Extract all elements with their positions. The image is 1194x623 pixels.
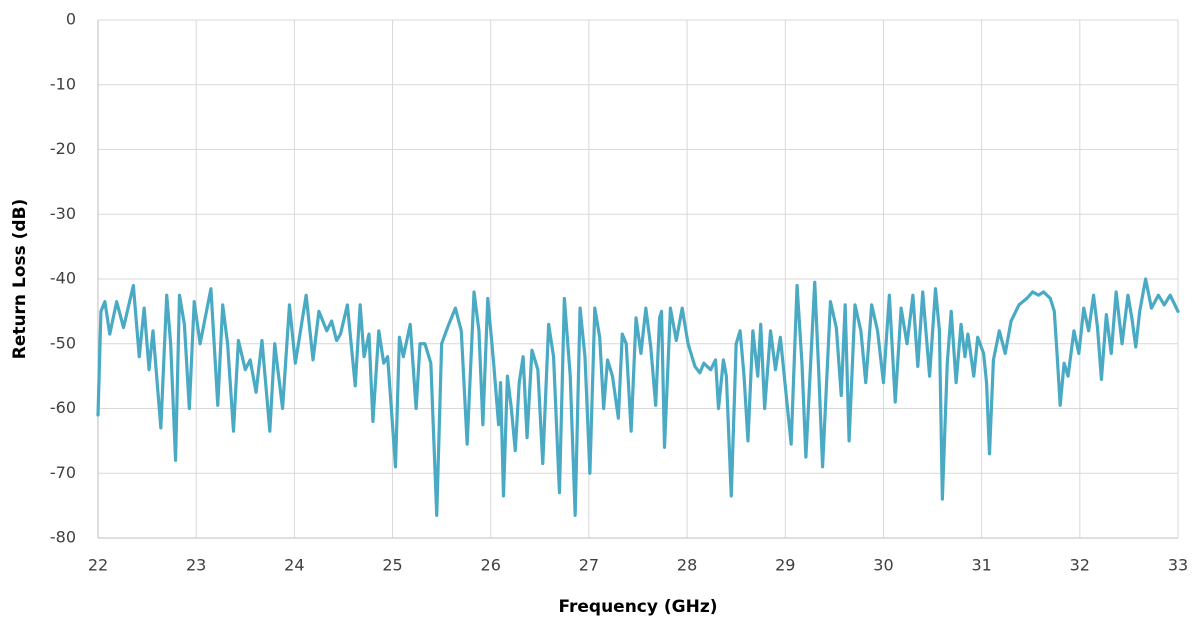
x-tick-label: 23 xyxy=(186,556,206,575)
x-tick-label: 29 xyxy=(775,556,795,575)
y-tick-label: -40 xyxy=(50,269,76,288)
y-tick-label: -30 xyxy=(50,204,76,223)
x-tick-label: 33 xyxy=(1168,556,1188,575)
data-line xyxy=(96,277,1180,517)
y-axis-title: Return Loss (dB) xyxy=(10,199,30,360)
y-tick-label: -10 xyxy=(50,74,76,93)
x-tick-label: 27 xyxy=(579,556,599,575)
x-axis-title: Frequency (GHz) xyxy=(558,597,717,617)
x-tick-label: 32 xyxy=(1070,556,1090,575)
x-tick-label: 25 xyxy=(382,556,402,575)
x-tick-label: 30 xyxy=(873,556,893,575)
y-tick-label: -20 xyxy=(50,139,76,158)
y-tick-label: -70 xyxy=(50,463,76,482)
y-tick-label: -80 xyxy=(50,528,76,547)
x-tick-label: 26 xyxy=(481,556,501,575)
y-tick-label: 0 xyxy=(66,10,76,29)
x-tick-label: 31 xyxy=(971,556,991,575)
y-tick-label: -50 xyxy=(50,333,76,352)
x-tick-label: 22 xyxy=(88,556,108,575)
x-tick-label: 28 xyxy=(677,556,697,575)
x-tick-label: 24 xyxy=(284,556,304,575)
y-tick-label: -60 xyxy=(50,398,76,417)
